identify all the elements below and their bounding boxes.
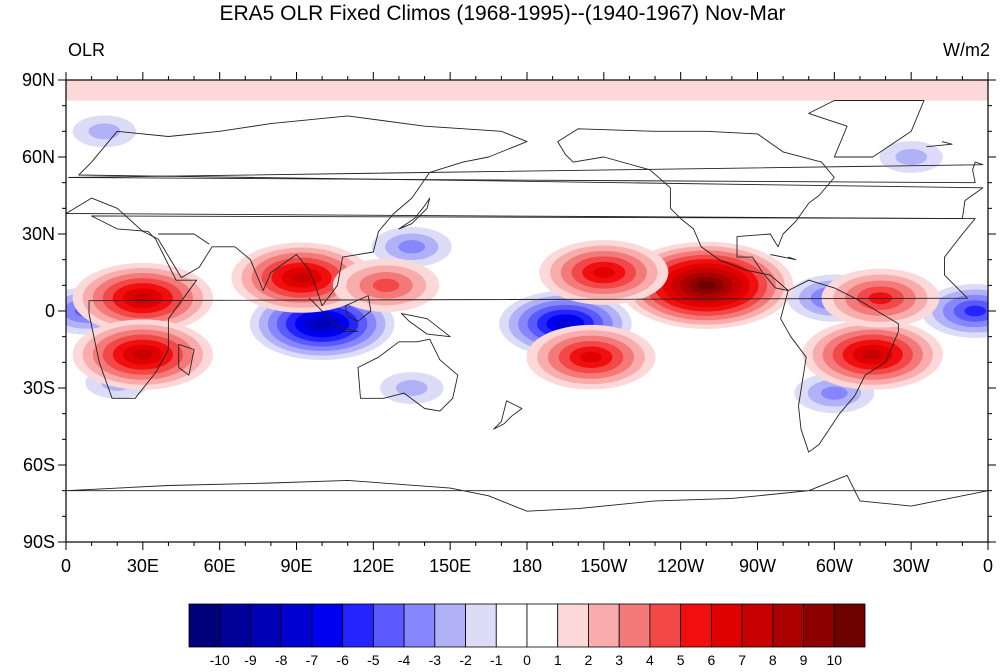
colorbar-box <box>372 603 405 648</box>
colorbar-box <box>495 603 528 648</box>
colorbar-box <box>250 603 282 648</box>
lat-tick-label: 0 <box>45 301 55 321</box>
coastline-segment <box>357 338 459 412</box>
chart-title: ERA5 OLR Fixed Climos (1968-1995)--(1940… <box>219 2 786 25</box>
colorbar-label: 9 <box>800 652 808 668</box>
colorbar-label: -5 <box>367 652 380 668</box>
lon-tick-label: 30E <box>127 556 159 576</box>
colorbar-label: -1 <box>490 652 503 668</box>
colorbar-box <box>680 603 712 648</box>
colorbar-label: 5 <box>677 652 685 668</box>
colorbar-label: -10 <box>210 652 230 668</box>
coastline-segment <box>808 100 925 158</box>
lon-tick-label: 30W <box>893 556 930 576</box>
lat-tick-label: 90S <box>23 532 55 552</box>
coastline-segment <box>926 141 953 148</box>
lon-tick-label: 180 <box>512 556 542 576</box>
colorbar-box <box>311 603 344 648</box>
colorbar-box <box>434 603 466 648</box>
lon-tick-label: 0 <box>983 556 993 576</box>
coastline-segment <box>66 474 988 512</box>
lat-tick-label: 60N <box>22 147 55 167</box>
lon-tick-label: 90E <box>280 556 312 576</box>
lon-tick-label: 150E <box>429 556 471 576</box>
colorbar-box <box>557 603 589 648</box>
colorbar-label: 8 <box>769 652 777 668</box>
coastline-segment <box>557 128 835 291</box>
lon-tick-label: 150W <box>580 556 627 576</box>
variable-label: OLR <box>68 40 106 60</box>
colorbar-label: 6 <box>707 652 715 668</box>
colorbar-box <box>280 603 313 648</box>
colorbar-label: 2 <box>585 652 593 668</box>
colorbar-box <box>803 603 835 648</box>
anomaly-region <box>802 319 943 390</box>
anomaly-region <box>910 278 988 344</box>
coastline-segment <box>401 313 451 338</box>
colorbar-box <box>649 603 682 648</box>
anomaly-region <box>66 107 153 156</box>
colorbar-label: 1 <box>554 652 562 668</box>
colorbar-label: 4 <box>646 652 654 668</box>
colorbar-box <box>219 603 251 648</box>
colorbar-box <box>710 603 743 648</box>
lon-tick-label: 120W <box>657 556 704 576</box>
lat-tick-label: 60S <box>23 455 55 475</box>
anomaly-region <box>364 364 460 412</box>
colorbar-label: 0 <box>523 652 531 668</box>
lat-tick-label: 90N <box>22 70 55 90</box>
lon-tick-label: 60W <box>816 556 853 576</box>
colorbar-label: -8 <box>275 652 288 668</box>
anomaly-region <box>231 242 372 313</box>
coastline-segment <box>398 197 431 230</box>
colorbar-box <box>526 603 559 648</box>
lon-tick-label: 90W <box>739 556 776 576</box>
lon-tick-label: 0 <box>61 556 71 576</box>
colorbar-label: 7 <box>738 652 746 668</box>
colorbar-label: -9 <box>244 652 257 668</box>
anomaly-region <box>539 240 669 305</box>
colorbar-label: -7 <box>306 652 319 668</box>
coastline-outline <box>66 100 988 512</box>
coastline-segment <box>770 254 797 261</box>
coastline-segment <box>178 343 195 376</box>
lon-tick-label: 120E <box>352 556 394 576</box>
anomaly-region <box>863 133 959 181</box>
anomaly-region <box>72 319 214 390</box>
coastline-segment <box>66 115 984 307</box>
colorbar-box <box>188 603 221 648</box>
coastline-segment <box>88 215 976 399</box>
colorbar-box <box>342 603 374 648</box>
colorbar-box <box>833 603 866 648</box>
lat-tick-label: 30N <box>22 224 55 244</box>
colorbar-label: -4 <box>398 652 411 668</box>
coastline-segment <box>337 325 359 332</box>
colorbar-label: 3 <box>615 652 623 668</box>
coastline-segment <box>780 279 899 453</box>
anomaly-region <box>332 258 440 313</box>
coastline-segment <box>158 233 210 245</box>
coastline-segment <box>308 297 338 327</box>
anomaly-region <box>526 324 656 390</box>
coastline-segment <box>493 400 523 430</box>
colorbar-label: -6 <box>336 652 349 668</box>
coastline-segment <box>344 295 372 322</box>
colorbar-label: -2 <box>459 652 472 668</box>
lat-tick-label: 30S <box>23 378 55 398</box>
units-label: W/m2 <box>943 40 990 60</box>
colorbar-box <box>741 603 774 648</box>
lon-tick-label: 60E <box>204 556 236 576</box>
colorbar-box <box>618 603 651 648</box>
colorbar-label: 10 <box>826 652 842 668</box>
anomaly-region <box>66 80 988 101</box>
colorbar-box <box>772 603 804 648</box>
colorbar-box <box>588 603 620 648</box>
colorbar-box <box>465 603 497 648</box>
colorbar-label: -3 <box>429 652 442 668</box>
colorbar-box <box>403 603 436 648</box>
coastline-segment <box>68 161 984 184</box>
